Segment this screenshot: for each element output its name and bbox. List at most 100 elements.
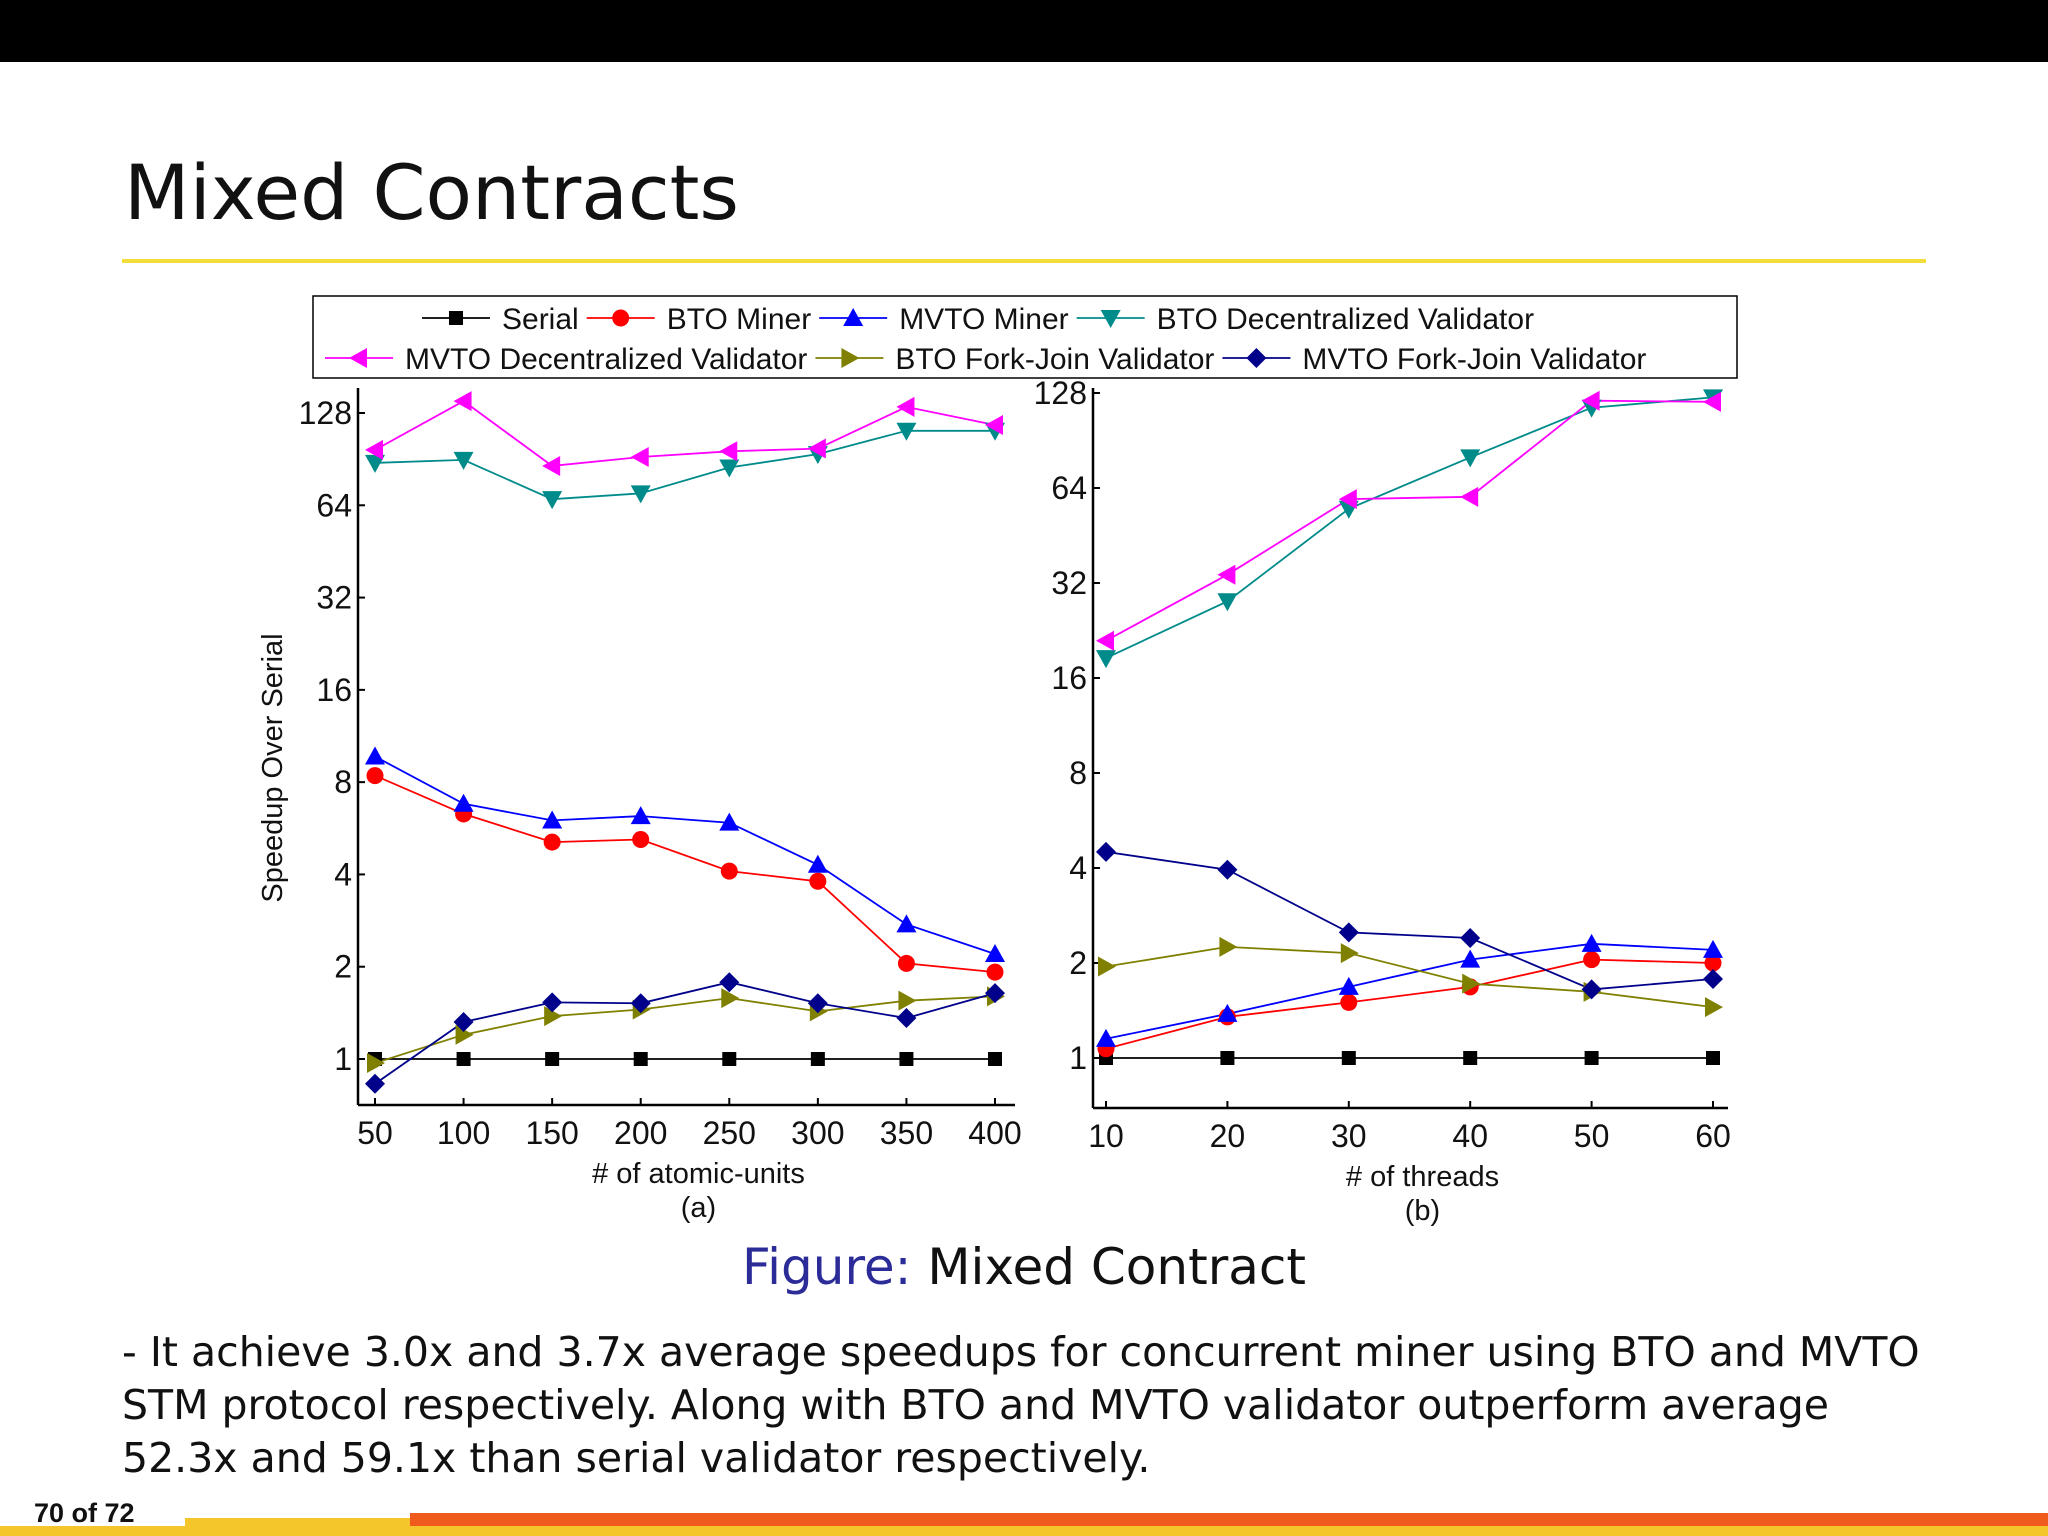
panel-a-point-bto_miner-200 (632, 830, 650, 848)
panel-b-point-bto_dec-40 (1460, 449, 1481, 468)
panel-b-sublabel: (b) (1405, 1195, 1440, 1227)
panel-a-point-mvto_miner-250 (719, 812, 740, 831)
panel-b-point-bto_fj-40 (1462, 973, 1481, 994)
legend-box (312, 295, 1738, 379)
panel-b-xtick-label-50: 50 (1574, 1118, 1610, 1154)
legend-label-bto_miner: BTO Miner (667, 303, 811, 336)
panel-a-point-mvto_fj-350 (896, 1008, 917, 1029)
panel-b-xtick-label-10: 10 (1088, 1118, 1124, 1154)
panel-b-ytick-label-32: 32 (1051, 565, 1087, 601)
panel-b-point-bto_dec-10 (1096, 650, 1116, 669)
legend-label-bto_dec: BTO Decentralized Validator (1157, 303, 1534, 336)
panel-b-line-mvto_fj (1105, 851, 1714, 991)
panel-a-point-bto_fj-150 (544, 1006, 563, 1027)
panel-b-point-bto_miner-60 (1704, 954, 1722, 972)
panel-a-ytick-label-16: 16 (316, 672, 352, 708)
summary-line-3: 52.3x and 59.1x than serial validator re… (122, 1434, 1151, 1482)
panel-b-line-mvto_miner (1105, 942, 1714, 1040)
panel-a-ytick-label-4: 4 (334, 856, 352, 892)
panel-a-point-bto_miner-150 (543, 833, 561, 851)
panel-b-point-mvto_dec-30 (1338, 489, 1357, 510)
panel-b-point-mvto_miner-30 (1338, 976, 1359, 995)
panel-a-point-serial-200 (633, 1052, 648, 1066)
panel-a-point-serial-150 (545, 1052, 560, 1066)
panel-a-point-bto_dec-150 (542, 491, 563, 510)
panel-b-ytick-label-64: 64 (1051, 470, 1087, 506)
panel-a-point-mvto_dec-200 (630, 446, 649, 467)
panel-b-point-bto_fj-10 (1098, 956, 1116, 977)
panel-b-point-mvto_fj-40 (1460, 928, 1481, 949)
panel-b-xtick-label-20: 20 (1210, 1118, 1246, 1154)
panel-a-point-mvto_dec-50 (365, 439, 383, 460)
footer-progress-bar (410, 1513, 2048, 1526)
panel-a-line-mvto_fj (374, 981, 996, 1085)
panel-b-line-bto_miner (1105, 958, 1714, 1050)
panel-b-point-mvto_dec-10 (1096, 630, 1114, 651)
caption-text: Mixed Contract (927, 1238, 1306, 1296)
panel-b-xtick-label-40: 40 (1452, 1118, 1488, 1154)
panel-a-xtick-label-150: 150 (525, 1115, 578, 1151)
panel-a-xtick-label-50: 50 (357, 1115, 393, 1151)
panel-b-point-serial-50 (1584, 1051, 1599, 1065)
panel-b-point-mvto_dec-40 (1460, 486, 1479, 507)
panel-a-point-bto_dec-50 (365, 454, 385, 473)
footer-track (185, 1518, 410, 1526)
panel-a-point-mvto_dec-250 (719, 441, 738, 462)
legend-marker-bto_dec (1100, 310, 1121, 328)
page-number: 70 of 72 (34, 1498, 135, 1528)
panel-a-ytick-label-8: 8 (334, 764, 352, 800)
panel-b-point-mvto_miner-50 (1581, 933, 1602, 952)
figure-caption: Figure: Mixed Contract (0, 1238, 2048, 1296)
panel-a-point-mvto_dec-150 (542, 455, 561, 476)
panel-a-point-bto_fj-350 (898, 990, 917, 1011)
panel-b-point-bto_miner-30 (1340, 993, 1358, 1011)
panel-b-point-mvto_fj-20 (1217, 859, 1238, 880)
panel-a-xtick-label-350: 350 (880, 1115, 933, 1151)
panel-a-point-mvto_miner-100 (453, 793, 474, 812)
panel-a-point-bto_miner-400 (986, 963, 1004, 981)
panel-a-point-serial-350 (899, 1052, 914, 1066)
panel-a-point-bto_dec-350 (896, 422, 917, 441)
panel-a-point-serial-250 (722, 1052, 737, 1066)
panel-a-point-mvto_fj-400 (985, 983, 1005, 1004)
panel-a-point-bto_dec-100 (453, 451, 474, 470)
panel-a-point-mvto_dec-300 (807, 438, 826, 459)
panel-a-sublabel: (a) (681, 1192, 716, 1224)
panel-a-xtick-label-200: 200 (614, 1115, 667, 1151)
panel-a-point-bto_fj-100 (455, 1024, 474, 1045)
panel-b-point-mvto_dec-60 (1703, 391, 1721, 412)
panel-a-line-bto_miner (374, 774, 996, 973)
panel-b-point-mvto_dec-50 (1581, 390, 1600, 411)
panel-a-xtick-label-100: 100 (437, 1115, 490, 1151)
panel-a-line-bto_dec (374, 429, 995, 501)
panel-a-point-bto_dec-200 (630, 485, 651, 504)
panel-a-ylabel: Speedup Over Serial (257, 633, 289, 902)
panel-a-point-mvto_fj-200 (630, 993, 651, 1014)
legend-label-mvto_dec: MVTO Decentralized Validator (405, 343, 807, 376)
panel-a-point-mvto_fj-50 (365, 1073, 385, 1094)
panel-a-xtick-label-300: 300 (791, 1115, 844, 1151)
panel-b-point-mvto_fj-10 (1096, 841, 1116, 862)
panel-a-point-bto_miner-250 (720, 862, 738, 880)
panel-a-point-serial-300 (810, 1052, 825, 1066)
panel-b-point-mvto_miner-40 (1460, 949, 1481, 968)
panel-a-point-mvto_miner-200 (630, 806, 651, 825)
panel-a-point-bto_fj-250 (721, 988, 740, 1009)
footer-bar (0, 1526, 2048, 1536)
panel-a-point-mvto_miner-150 (542, 810, 563, 829)
panel-a-xtick-label-250: 250 (703, 1115, 756, 1151)
panel-b-point-mvto_fj-30 (1338, 922, 1359, 943)
panel-a-xlabel: # of atomic-units (592, 1158, 805, 1190)
panel-b-point-bto_dec-20 (1217, 593, 1238, 612)
panel-a-point-bto_miner-300 (809, 872, 827, 890)
panel-a-ytick-label-128: 128 (299, 395, 352, 431)
panel-a-point-mvto_miner-400 (985, 944, 1005, 963)
panel-b-point-serial-60 (1706, 1051, 1720, 1065)
panel-b-ytick-label-2: 2 (1069, 945, 1087, 981)
panel-a-point-mvto_dec-100 (453, 391, 472, 412)
panel-b-point-mvto_dec-20 (1217, 564, 1236, 585)
panel-a-point-serial-400 (988, 1052, 1002, 1066)
panel-b-point-mvto_fj-50 (1581, 979, 1602, 1000)
panel-b-ytick-label-8: 8 (1069, 755, 1087, 791)
